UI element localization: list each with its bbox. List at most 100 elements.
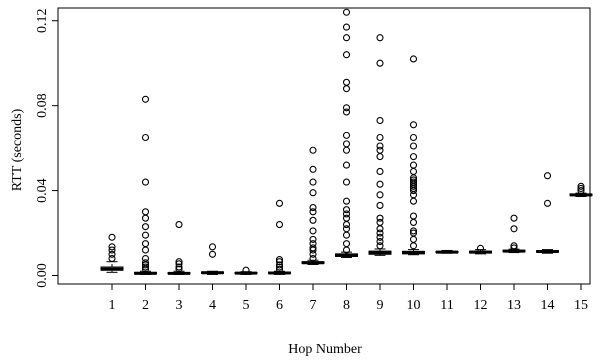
outlier-point <box>409 167 418 176</box>
x-tick-label: 12 <box>474 298 488 313</box>
x-tick-label: 6 <box>276 298 283 313</box>
outlier-point <box>510 225 518 233</box>
outlier-point <box>309 216 317 224</box>
outlier-point <box>376 242 384 250</box>
outlier-point <box>141 178 150 186</box>
x-tick-label: 1 <box>109 298 116 313</box>
outlier-point <box>208 243 217 251</box>
outlier-point <box>409 176 418 184</box>
outlier-point <box>376 180 384 188</box>
x-tick-label: 7 <box>310 298 317 313</box>
outlier-point <box>208 250 217 258</box>
outlier-point <box>409 142 418 150</box>
outlier-point <box>141 223 150 231</box>
outlier-point <box>309 235 317 243</box>
outlier-point <box>342 8 351 16</box>
outlier-point <box>543 172 552 180</box>
x-tick-label: 5 <box>243 298 250 313</box>
outlier-point <box>376 233 384 241</box>
outlier-point <box>409 218 418 226</box>
outlier-point <box>376 201 384 209</box>
outlier-point <box>409 229 418 237</box>
x-tick-label: 13 <box>507 298 521 313</box>
outlier-point <box>141 246 150 254</box>
outlier-point <box>309 244 317 252</box>
outlier-point <box>409 227 418 235</box>
x-tick-label: 10 <box>407 298 421 313</box>
outlier-point <box>376 167 384 176</box>
outlier-point <box>309 227 317 235</box>
outlier-point <box>275 199 284 207</box>
box-group-hop-15 <box>569 182 593 198</box>
outlier-point <box>108 246 116 254</box>
outlier-point <box>175 258 183 266</box>
outlier-point <box>141 259 150 267</box>
box-group-hop-8 <box>335 8 358 258</box>
outlier-point <box>409 235 418 243</box>
box-group-hop-9 <box>368 34 392 256</box>
outlier-point <box>175 260 183 268</box>
x-tick-label: 9 <box>377 298 384 313</box>
outlier-point <box>309 165 317 173</box>
y-tick-label: 0.12 <box>35 8 50 33</box>
outlier-point <box>543 199 552 207</box>
x-tick-label: 11 <box>440 298 453 313</box>
outlier-point <box>342 206 351 214</box>
y-axis: 0.00 0.04 0.08 0.12 <box>35 8 58 288</box>
outlier-point <box>275 263 284 271</box>
box-group-hop-10 <box>402 55 425 256</box>
outlier-point <box>309 189 317 197</box>
outlier-point <box>141 263 150 271</box>
outlier-point <box>141 133 150 142</box>
outlier-point <box>342 104 351 112</box>
outlier-point <box>342 197 351 205</box>
box-group-hop-12 <box>469 244 492 255</box>
outlier-point <box>309 178 317 186</box>
outlier-point <box>577 184 585 193</box>
y-axis-title: RTT (seconds) <box>10 108 25 191</box>
outlier-point <box>342 146 351 154</box>
outlier-point <box>275 221 284 229</box>
outlier-point <box>342 140 351 148</box>
box-group-hop-4 <box>201 243 224 275</box>
outlier-point <box>275 265 284 273</box>
outlier-point <box>342 214 351 222</box>
outlier-point <box>409 212 418 220</box>
box-group-hop-11 <box>435 249 459 254</box>
outlier-point <box>342 51 351 59</box>
box-group-hop-2 <box>134 95 157 275</box>
outlier-point <box>108 233 116 241</box>
outlier-point <box>409 161 418 169</box>
outlier-point <box>510 244 518 252</box>
outlier-point <box>409 121 418 129</box>
outlier-point <box>376 237 384 246</box>
outlier-point <box>342 131 351 139</box>
outlier-point <box>342 240 351 248</box>
outlier-point <box>577 182 585 190</box>
y-tick-label: 0.08 <box>35 93 50 118</box>
outlier-point <box>175 265 183 273</box>
outlier-point <box>342 210 351 218</box>
outlier-point <box>141 240 150 248</box>
outlier-point <box>376 225 384 233</box>
x-tick-label: 3 <box>176 298 183 313</box>
x-tick-label: 2 <box>142 298 149 313</box>
outlier-point <box>376 229 384 237</box>
outlier-point <box>141 254 150 263</box>
box-group-hop-6 <box>268 199 291 275</box>
outlier-point <box>309 240 317 248</box>
outlier-point <box>342 221 351 229</box>
outlier-point <box>409 178 418 186</box>
box-group-hop-3 <box>167 221 191 275</box>
outlier-point <box>476 244 485 252</box>
outlier-point <box>510 214 518 222</box>
plot-frame <box>57 7 591 285</box>
x-tick-label: 8 <box>343 298 350 313</box>
outlier-point <box>342 23 351 31</box>
outlier-point <box>309 208 317 216</box>
x-tick-label: 4 <box>209 298 216 313</box>
outlier-point <box>342 78 351 86</box>
box-group-hop-1 <box>100 233 124 273</box>
outlier-point <box>275 258 284 266</box>
